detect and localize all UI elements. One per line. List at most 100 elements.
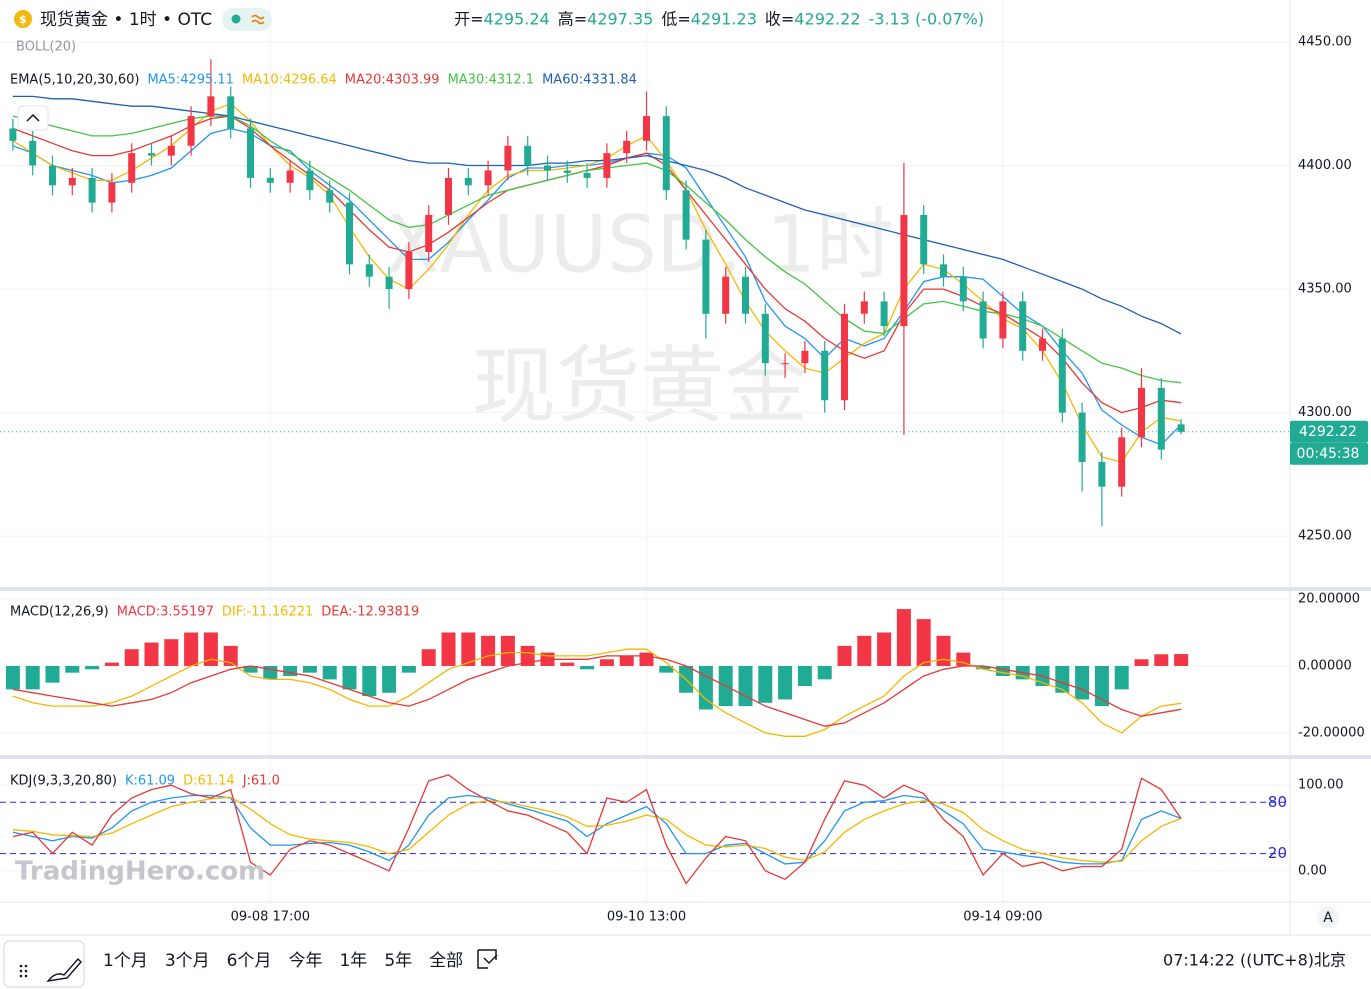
macd-bar <box>342 665 357 690</box>
y-tick-label: 0.00000 <box>1298 658 1352 673</box>
boll-label[interactable]: BOLL(20) <box>16 40 76 55</box>
candle-body <box>29 140 37 166</box>
candle-body <box>128 153 136 183</box>
legend-entry: DIF:-11.16221 <box>222 605 313 620</box>
candle-body <box>603 153 611 178</box>
macd-bar <box>144 642 159 666</box>
macd-bar <box>599 659 614 666</box>
indicator-line <box>12 655 1182 727</box>
collapse-button[interactable] <box>17 105 49 131</box>
macd-bar <box>936 635 951 666</box>
macd-bar <box>223 645 238 666</box>
indicator-title: KDJ(9,3,3,20,80) <box>10 774 117 789</box>
macd-bar <box>45 665 60 683</box>
candle-body <box>841 313 848 401</box>
candle-body <box>167 145 175 156</box>
clock[interactable]: 07:14:22 ((UTC+8)北京 <box>1163 951 1346 970</box>
quote-change: -3.13 (-0.07%) <box>869 10 985 29</box>
macd-bar <box>520 645 535 666</box>
range-button[interactable]: 6个月 <box>227 951 272 971</box>
range-button[interactable]: 5年 <box>384 951 412 971</box>
y-tick-label: 100.00 <box>1298 778 1344 793</box>
market-open-dot <box>231 14 241 24</box>
macd-bar <box>837 645 852 666</box>
symbol-icon-glyph: $ <box>19 13 27 26</box>
candle-body <box>1177 424 1185 432</box>
countdown-tag <box>1290 442 1368 465</box>
candle-body <box>860 301 868 314</box>
range-button[interactable]: 1年 <box>339 951 367 971</box>
candle-body <box>979 301 987 339</box>
last-price-label: 4292.22 <box>1299 424 1357 440</box>
macd-bar <box>85 665 100 670</box>
y-tick-label: 4400.00 <box>1298 158 1352 173</box>
candle-body <box>1058 338 1066 413</box>
y-tick-label: 0.00 <box>1298 863 1327 878</box>
macd-bar <box>560 662 575 666</box>
candle-body <box>148 153 155 156</box>
auto-scale-label[interactable]: A <box>1323 910 1333 926</box>
candle-body <box>49 165 56 186</box>
macd-bar <box>659 665 674 673</box>
macd-bar <box>639 652 654 666</box>
y-tick-label: -20.00000 <box>1298 725 1365 740</box>
range-button[interactable]: 1个月 <box>103 951 148 971</box>
macd-bar <box>243 665 258 673</box>
quote-label: 收= <box>765 10 794 29</box>
candle-body <box>227 96 235 129</box>
quote-value: 4295.24 <box>484 10 550 29</box>
plot-area <box>0 0 1290 902</box>
compare-icon[interactable] <box>477 949 498 969</box>
range-button[interactable]: 全部 <box>429 951 463 971</box>
macd-bar <box>1055 665 1070 693</box>
range-button[interactable]: 3个月 <box>165 951 210 971</box>
candle-body <box>445 177 452 215</box>
watermark-symbol: XAUUSD, 1时 <box>386 200 894 290</box>
macd-bar <box>65 665 80 673</box>
macd-bar <box>619 655 634 666</box>
macd-bar <box>758 665 773 703</box>
candle-body <box>306 170 314 191</box>
pencil-icon[interactable] <box>46 957 82 982</box>
candle-body <box>940 264 947 277</box>
indicator-line <box>12 648 1182 737</box>
candle-body <box>425 214 433 252</box>
market-status[interactable] <box>222 8 272 31</box>
legend-entry: MA30:4312.1 <box>448 73 535 88</box>
macd-bar <box>441 632 456 666</box>
candle-body <box>1078 412 1086 462</box>
macd-bar <box>1075 665 1090 700</box>
macd-bar <box>1094 665 1109 707</box>
y-tick-label: 4450.00 <box>1298 34 1352 49</box>
legend-entry: MA5:4295.11 <box>147 73 234 88</box>
macd-bar <box>5 665 20 690</box>
indicator-title: EMA(5,10,20,30,60) <box>10 73 139 88</box>
candle-body <box>722 276 730 314</box>
macd-bar <box>203 632 218 666</box>
auto-scale-button[interactable] <box>1317 906 1339 928</box>
macd-bar <box>778 665 793 700</box>
macd-bar <box>283 665 298 677</box>
macd-bar <box>124 649 139 666</box>
quote: 开= 4295.24 高= 4297.35 低= 4291.23 收= 4292.22 -3.1… <box>454 10 984 29</box>
candle-body <box>702 239 710 314</box>
indicator-line <box>12 774 1182 885</box>
quote-value: 4292.22 <box>794 10 860 29</box>
range-button[interactable]: 今年 <box>288 951 322 971</box>
symbol-title[interactable]: 现货黄金 • 1时 • OTC <box>40 10 212 30</box>
legend-entry: D:61.14 <box>183 774 235 789</box>
macd-bar <box>164 639 179 666</box>
macd-bar <box>1154 654 1169 666</box>
candle-body <box>821 350 829 401</box>
macd-bar <box>421 649 436 666</box>
drawing-popup[interactable] <box>3 940 85 988</box>
candle-body <box>346 202 353 265</box>
legend-entry: K:61.09 <box>125 774 175 789</box>
collapse-icon <box>26 113 40 122</box>
macd-bar <box>382 665 397 693</box>
candle-body <box>920 214 928 265</box>
quote-label: 开= <box>454 10 483 29</box>
candle-body <box>1157 387 1165 450</box>
macd-bar <box>500 635 515 666</box>
